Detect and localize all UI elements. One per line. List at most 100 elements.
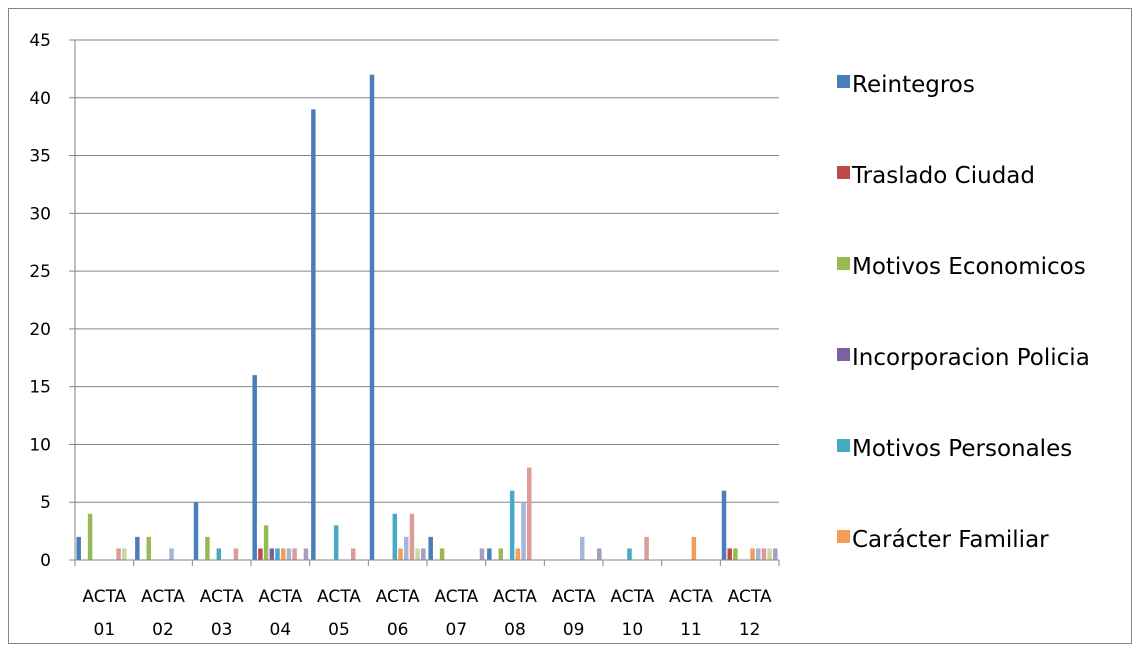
bar bbox=[369, 74, 375, 561]
bar bbox=[216, 548, 222, 560]
legend-swatch bbox=[837, 348, 850, 361]
bar bbox=[286, 548, 292, 560]
bars bbox=[76, 74, 778, 561]
bar bbox=[333, 525, 339, 560]
bar bbox=[733, 548, 738, 560]
bar bbox=[403, 536, 409, 560]
bar bbox=[415, 548, 420, 560]
bar bbox=[515, 548, 521, 560]
bar bbox=[498, 548, 503, 560]
bar bbox=[258, 548, 263, 560]
x-tick-label: 02 bbox=[152, 620, 174, 640]
legend-swatch bbox=[837, 257, 850, 270]
x-tick-label: ACTA bbox=[258, 587, 302, 607]
y-tick-labels: 0 5 10 15 20 25 30 35 40 45 bbox=[29, 31, 51, 571]
bar bbox=[263, 525, 269, 560]
bar bbox=[755, 548, 761, 560]
bar bbox=[311, 109, 316, 560]
bar bbox=[479, 548, 485, 560]
bar bbox=[421, 548, 426, 560]
y-tick-label: 25 bbox=[29, 262, 51, 282]
x-tick-label: 11 bbox=[680, 620, 702, 640]
bar bbox=[205, 536, 210, 560]
x-tick-label: 04 bbox=[270, 620, 292, 640]
x-tick-label: ACTA bbox=[376, 587, 420, 607]
legend: Reintegros Traslado Ciudad Motivos Economi… bbox=[837, 72, 1090, 553]
y-tick-label: 0 bbox=[40, 551, 51, 571]
bar bbox=[527, 467, 532, 560]
x-tick-label: ACTA bbox=[317, 587, 361, 607]
x-tick-label: ACTA bbox=[610, 587, 654, 607]
bar bbox=[76, 536, 81, 560]
x-tick-label: ACTA bbox=[552, 587, 596, 607]
bar bbox=[233, 548, 239, 560]
legend-swatch bbox=[837, 530, 850, 543]
x-tick-label: 09 bbox=[563, 620, 585, 640]
y-tick-label: 5 bbox=[40, 493, 51, 513]
bar bbox=[691, 536, 697, 560]
bar bbox=[398, 548, 403, 560]
bar bbox=[521, 502, 526, 560]
x-tick-label: ACTA bbox=[669, 587, 713, 607]
y-tick-label: 15 bbox=[29, 378, 51, 398]
bar bbox=[644, 536, 649, 560]
bar bbox=[509, 490, 515, 560]
legend-entry: Motivos Economicos bbox=[852, 254, 1086, 280]
y-tick-label: 20 bbox=[29, 320, 51, 340]
legend-entry: Carácter Familiar bbox=[852, 527, 1049, 553]
x-tick-label: 07 bbox=[446, 620, 468, 640]
x-tick-label: 12 bbox=[739, 620, 761, 640]
gridlines bbox=[75, 39, 779, 503]
x-tick-label: ACTA bbox=[141, 587, 185, 607]
bar bbox=[727, 548, 732, 560]
bar bbox=[269, 548, 275, 560]
bar bbox=[122, 548, 127, 560]
bar bbox=[351, 548, 356, 560]
bar bbox=[87, 513, 93, 560]
bar bbox=[292, 548, 297, 560]
y-tick-label: 10 bbox=[29, 435, 51, 455]
bar bbox=[428, 536, 433, 560]
bar bbox=[193, 502, 199, 560]
legend-entry: Incorporacion Policia bbox=[852, 345, 1090, 371]
bar bbox=[116, 548, 121, 560]
bar bbox=[252, 375, 257, 560]
x-tick-label: 05 bbox=[328, 620, 350, 640]
bar bbox=[627, 548, 632, 560]
legend-entry: Traslado Ciudad bbox=[851, 163, 1035, 189]
bar bbox=[750, 548, 755, 560]
bar bbox=[392, 513, 398, 560]
bar bbox=[773, 548, 778, 560]
bar bbox=[579, 536, 585, 560]
x-tick-label: 08 bbox=[504, 620, 526, 640]
axes bbox=[69, 39, 780, 566]
bar bbox=[303, 548, 309, 560]
bar bbox=[597, 548, 602, 560]
x-tick-label: 10 bbox=[622, 620, 644, 640]
bar bbox=[721, 490, 727, 560]
legend-swatch bbox=[837, 75, 850, 88]
bar bbox=[409, 513, 415, 560]
bar bbox=[439, 548, 445, 560]
x-tick-labels: ACTA 01 ACTA 02 ACTA 03 ACTA 04 ACTA 05 ACTA 06 ACTA… bbox=[82, 587, 772, 640]
bar bbox=[169, 548, 174, 560]
legend-swatch bbox=[837, 439, 850, 452]
bar bbox=[275, 548, 280, 560]
x-tick-label: ACTA bbox=[82, 587, 126, 607]
y-tick-label: 30 bbox=[29, 204, 51, 224]
x-tick-label: ACTA bbox=[434, 587, 478, 607]
bar bbox=[761, 548, 767, 560]
bar bbox=[767, 548, 772, 560]
legend-swatch bbox=[837, 166, 850, 179]
y-tick-label: 45 bbox=[29, 31, 51, 51]
x-tick-label: ACTA bbox=[728, 587, 772, 607]
y-tick-label: 35 bbox=[29, 147, 51, 167]
x-tick-label: ACTA bbox=[493, 587, 537, 607]
legend-entry: Reintegros bbox=[852, 72, 975, 98]
y-tick-label: 40 bbox=[29, 89, 51, 109]
x-tick-label: ACTA bbox=[200, 587, 244, 607]
x-tick-label: 03 bbox=[211, 620, 233, 640]
bar bbox=[487, 548, 492, 560]
bar bbox=[135, 536, 140, 560]
